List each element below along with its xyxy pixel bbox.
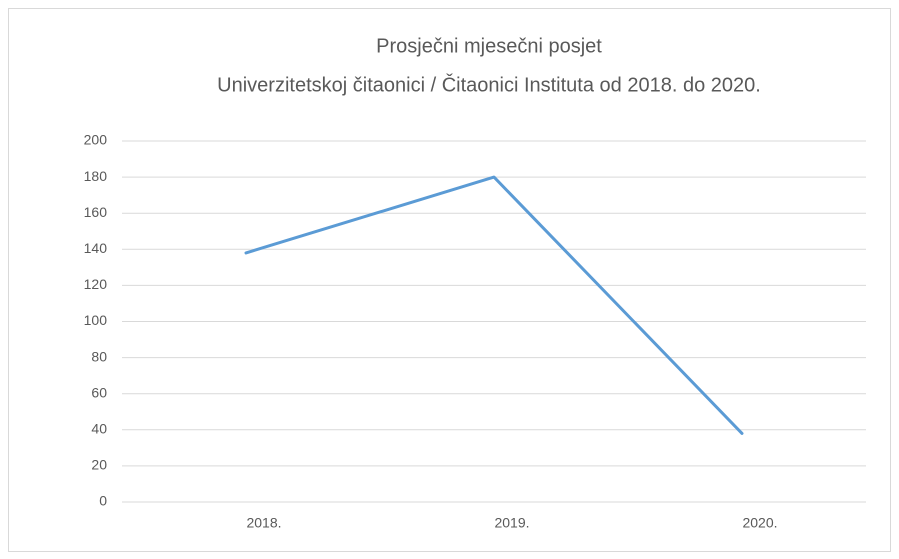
chart-border: [8, 8, 891, 552]
y-tick-label: 80: [91, 348, 107, 364]
y-tick-label: 60: [91, 384, 107, 400]
y-tick-label: 40: [91, 421, 107, 437]
y-tick-label: 200: [84, 132, 108, 148]
x-tick-label: 2020.: [742, 515, 777, 531]
x-tick-label: 2018.: [246, 515, 281, 531]
y-tick-label: 160: [84, 204, 108, 220]
chart-title: Univerzitetskoj čitaonici / Čitaonici In…: [217, 73, 761, 96]
y-tick-label: 20: [91, 457, 107, 473]
line-series: [244, 175, 744, 435]
y-tick-label: 180: [84, 168, 108, 184]
y-tick-label: 0: [99, 493, 107, 509]
y-tick-label: 120: [84, 276, 108, 292]
y-tick-label: 100: [84, 312, 108, 328]
chart-title: Prosječni mjesečni posjet: [376, 35, 602, 57]
y-tick-label: 140: [84, 240, 108, 256]
x-tick-label: 2019.: [494, 515, 529, 531]
